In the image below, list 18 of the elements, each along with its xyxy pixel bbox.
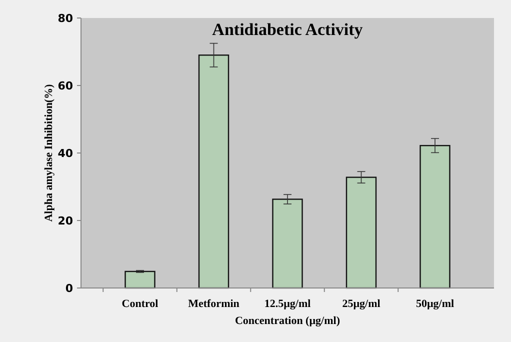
y-tick-label: 0 [65,282,74,295]
chart-title: Antidiabetic Activity [212,20,364,39]
x-axis-title: Concentration (µg/ml) [234,315,340,327]
y-tick-label: 60 [58,79,74,92]
x-tick-label: 12.5µg/ml [264,298,311,310]
x-tick-label: Metformin [188,298,240,310]
y-axis-title: Alpha amylase Inhibition(%) [43,84,55,222]
bar [420,144,450,289]
x-tick-label: 25µg/ml [342,298,380,310]
x-tick-label: Control [122,298,158,310]
y-tick-label: 40 [58,146,74,160]
bar [198,54,230,289]
y-tick-label: 20 [58,214,74,228]
bar [124,270,156,289]
bar [272,198,303,289]
x-tick-label: 50µg/ml [416,298,454,310]
y-tick-label: 80 [58,12,74,25]
bar [346,176,377,289]
